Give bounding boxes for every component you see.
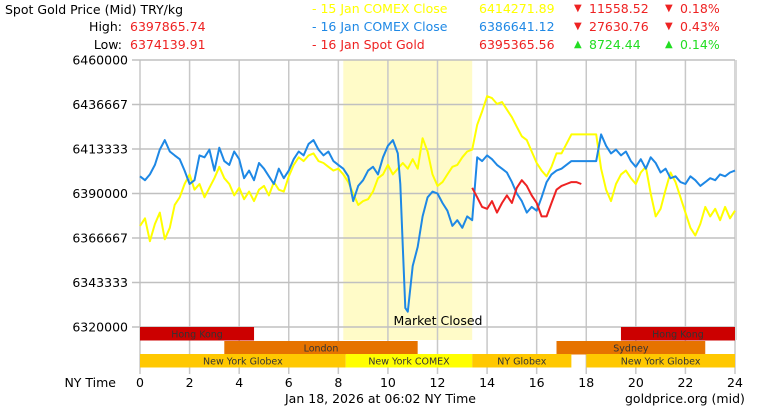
legend-label: - 16 Jan COMEX Close bbox=[312, 19, 448, 34]
x-tick-label: 2 bbox=[186, 375, 194, 390]
down-arrow-icon: ▼ bbox=[665, 21, 673, 32]
x-tick-label: 22 bbox=[677, 375, 693, 390]
low-label: Low: bbox=[93, 37, 122, 52]
session-band bbox=[620, 327, 735, 341]
legend-label: - 16 Jan Spot Gold bbox=[312, 37, 425, 52]
legend-value: 6395365.56 bbox=[479, 37, 555, 52]
session-label: London bbox=[304, 344, 339, 355]
up-arrow-icon: ▲ bbox=[665, 39, 673, 50]
x-tick-label: 6 bbox=[285, 375, 293, 390]
session-band bbox=[345, 354, 473, 368]
session-band bbox=[140, 327, 255, 341]
session-label: Hong Kong bbox=[171, 330, 223, 341]
y-tick-label: 6413333 bbox=[72, 142, 128, 157]
y-tick-label: 6390000 bbox=[72, 186, 128, 201]
timestamp: Jan 18, 2026 at 06:02 NY Time bbox=[285, 391, 476, 406]
down-arrow-icon: ▼ bbox=[574, 3, 582, 14]
series-line bbox=[139, 95, 736, 243]
legend-value: 6414271.89 bbox=[479, 1, 555, 16]
high-label: High: bbox=[89, 19, 122, 34]
session-label: New York Globex bbox=[621, 357, 701, 368]
x-tick-label: 12 bbox=[430, 375, 446, 390]
session-band bbox=[472, 354, 572, 368]
y-tick-label: 6366667 bbox=[72, 230, 128, 245]
session-band bbox=[586, 354, 735, 368]
x-tick-label: 10 bbox=[380, 375, 396, 390]
source-label: goldprice.org (mid) bbox=[625, 391, 745, 406]
x-tick-label: 14 bbox=[479, 375, 495, 390]
x-tick-label: 18 bbox=[578, 375, 594, 390]
legend-label: - 15 Jan COMEX Close bbox=[312, 1, 448, 16]
x-tick-label: 8 bbox=[334, 375, 342, 390]
legend-change: 27630.76 bbox=[589, 19, 649, 34]
session-label: New York Globex bbox=[203, 357, 283, 368]
session-band bbox=[140, 354, 346, 368]
session-label: Hong Kong bbox=[652, 330, 704, 341]
legend-pct: 0.18% bbox=[680, 1, 720, 16]
high-value: 6397865.74 bbox=[130, 19, 206, 34]
session-label: NY Globex bbox=[497, 357, 546, 368]
series-line bbox=[471, 179, 582, 218]
legend-pct: 0.43% bbox=[680, 19, 720, 34]
y-tick-label: 6460000 bbox=[72, 53, 128, 68]
session-band bbox=[224, 341, 418, 355]
low-value: 6374139.91 bbox=[130, 37, 206, 52]
chart-title: Spot Gold Price (Mid) TRY/kg bbox=[5, 2, 184, 17]
up-arrow-icon: ▲ bbox=[574, 39, 582, 50]
legend-change: 8724.44 bbox=[589, 37, 641, 52]
down-arrow-icon: ▼ bbox=[665, 3, 673, 14]
series-line bbox=[139, 133, 736, 313]
session-band bbox=[556, 341, 706, 355]
x-tick-label: 20 bbox=[628, 375, 644, 390]
x-tick-label: 4 bbox=[235, 375, 243, 390]
legend-value: 6386641.12 bbox=[479, 19, 555, 34]
x-tick-label: 0 bbox=[136, 375, 144, 390]
session-label: Sydney bbox=[613, 344, 649, 355]
x-tick-label: 24 bbox=[727, 375, 743, 390]
session-label: New York COMEX bbox=[368, 357, 450, 368]
market-closed-label: Market Closed bbox=[394, 313, 483, 328]
down-arrow-icon: ▼ bbox=[574, 21, 582, 32]
legend-pct: 0.14% bbox=[680, 37, 720, 52]
x-tick-label: 16 bbox=[529, 375, 545, 390]
x-axis-label: NY Time bbox=[64, 375, 116, 390]
legend-change: 11558.52 bbox=[589, 1, 649, 16]
market-closed-region bbox=[343, 60, 473, 340]
y-tick-label: 6320000 bbox=[72, 320, 128, 335]
y-tick-label: 6343333 bbox=[72, 275, 128, 290]
y-tick-label: 6436667 bbox=[72, 97, 128, 112]
